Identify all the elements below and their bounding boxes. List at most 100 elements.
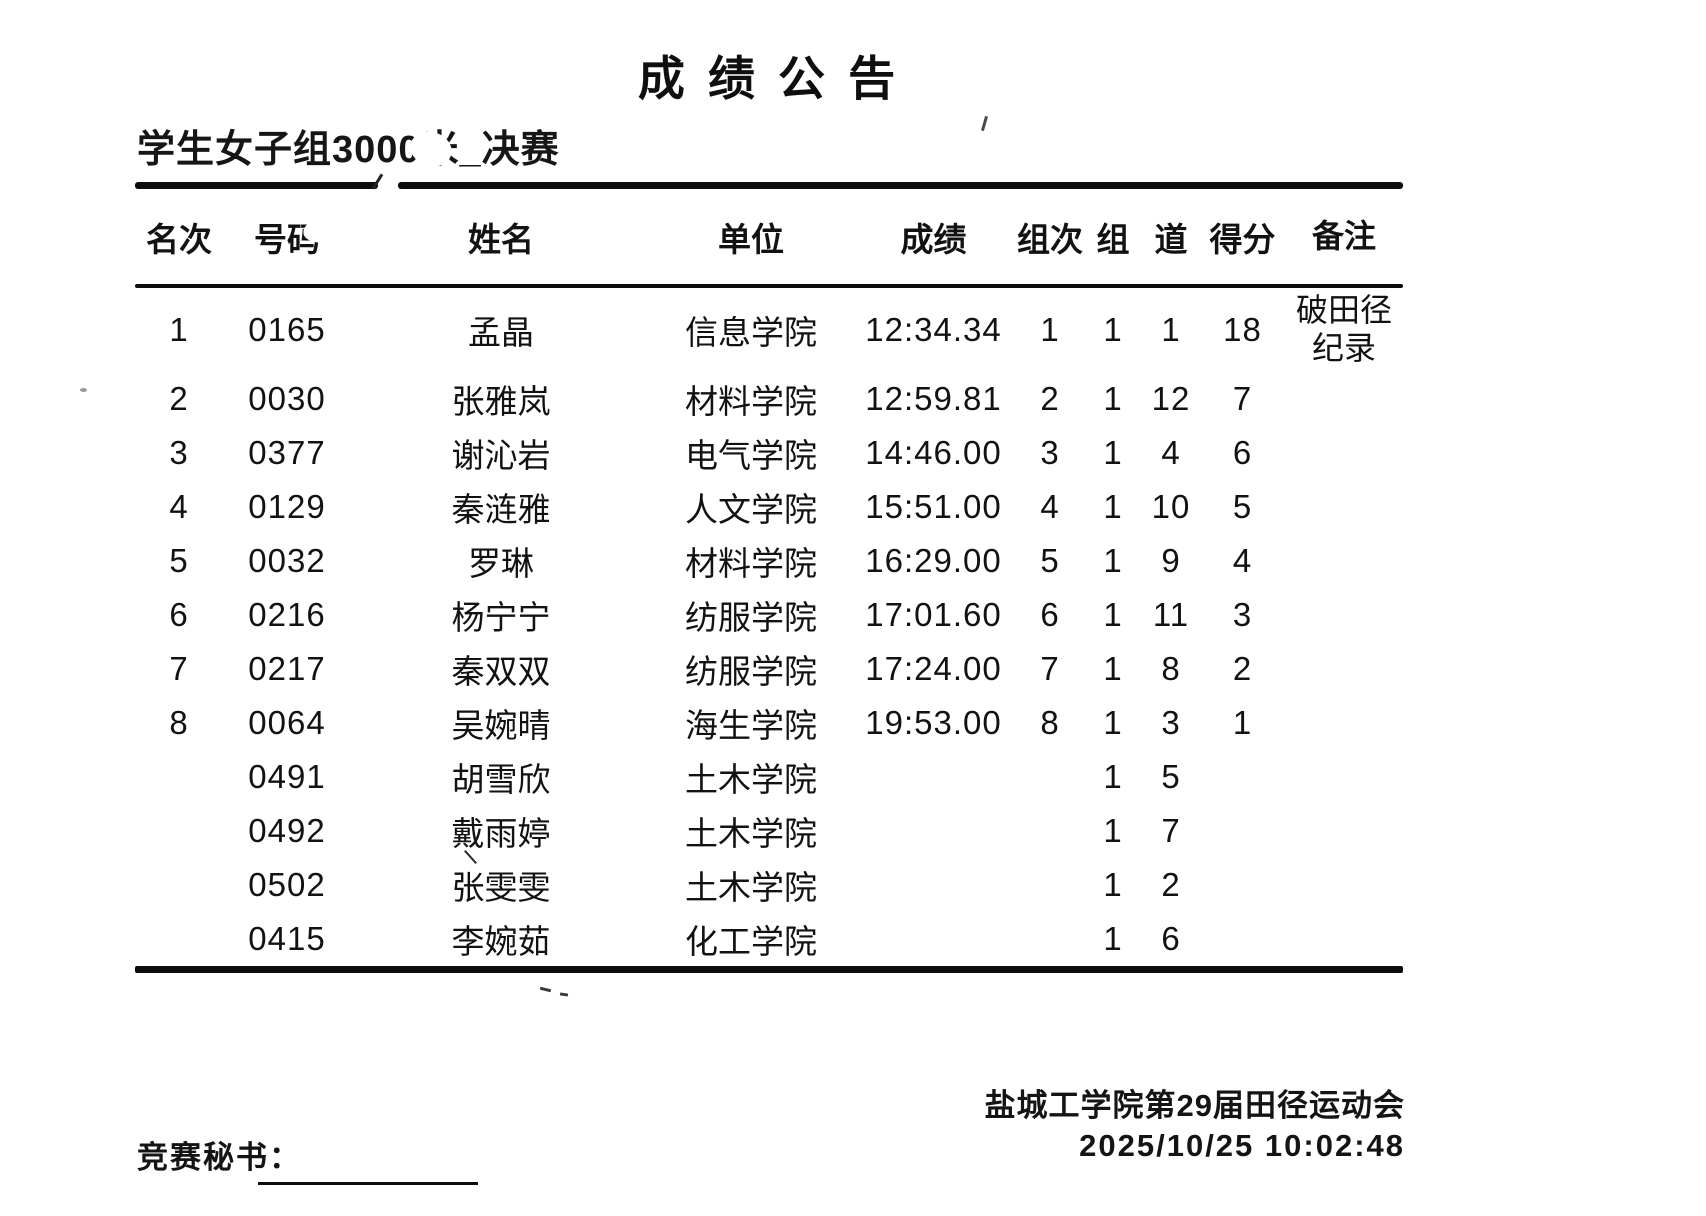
table-row: 1 0165 孟晶 信息学院 12:34.34 1 1 1 18 破田径纪录	[135, 288, 1403, 372]
cell-heat: 2	[1040, 380, 1060, 417]
cell-unit: 纺服学院	[685, 599, 817, 636]
cell-result: 15:51.00	[865, 488, 1002, 525]
cell-lane: 10	[1151, 488, 1191, 525]
table-row: 0502 张雯雯 土木学院 1 2	[135, 858, 1403, 912]
cell-lane: 5	[1161, 758, 1181, 795]
cell-unit: 材料学院	[685, 545, 817, 582]
cell-unit: 电气学院	[685, 437, 817, 474]
cell-group: 1	[1103, 380, 1123, 417]
cell-points: 5	[1232, 488, 1253, 525]
page-title: 成 绩 公 告	[637, 52, 901, 105]
header-remark: 备注	[1311, 217, 1376, 254]
scan-artifact	[980, 115, 989, 132]
cell-bib: 0492	[248, 812, 326, 849]
cell-bib: 0165	[248, 311, 326, 348]
scan-artifact	[539, 986, 552, 993]
cell-heat: 1	[1040, 311, 1060, 348]
cell-bib: 0377	[248, 434, 326, 471]
cell-unit: 土木学院	[685, 761, 817, 798]
cell-unit: 纺服学院	[685, 653, 817, 690]
header-unit: 单位	[718, 220, 784, 258]
secretary-label: 竞赛秘书：	[137, 1140, 302, 1175]
table-row: 4 0129 秦涟雅 人文学院 15:51.00 4 1 10 5	[135, 480, 1403, 534]
cell-name: 罗琳	[468, 545, 534, 582]
scan-artifact	[559, 992, 569, 997]
cell-rank: 4	[169, 488, 189, 525]
cell-group: 1	[1103, 704, 1123, 741]
rule-segment	[135, 182, 378, 189]
table-top-rule	[135, 182, 1403, 189]
table-row: 8 0064 吴婉晴 海生学院 19:53.00 8 1 3 1	[135, 696, 1403, 750]
cell-group: 1	[1103, 434, 1123, 471]
table-body: 1 0165 孟晶 信息学院 12:34.34 1 1 1 18 破田径纪录 2…	[135, 288, 1403, 966]
header-divider-rule	[135, 284, 1403, 288]
table-row: 0491 胡雪欣 土木学院 1 5	[135, 750, 1403, 804]
cell-points: 3	[1232, 596, 1253, 633]
results-table: 名次 号码 姓名 单位 成绩 组次 组 道 得分 备注 1 0165 孟晶 信息…	[135, 182, 1403, 973]
cell-result: 14:46.00	[865, 434, 1002, 471]
cell-unit: 化工学院	[685, 923, 817, 960]
cell-name: 秦涟雅	[451, 491, 551, 528]
cell-group: 1	[1103, 650, 1123, 687]
cell-result: 16:29.00	[865, 542, 1002, 579]
cell-group: 1	[1103, 812, 1123, 849]
cell-result: 12:34.34	[865, 311, 1002, 348]
cell-rank: 1	[169, 311, 189, 348]
print-timestamp: 2025/10/25 10:02:48	[1079, 1128, 1405, 1163]
cell-bib: 0491	[248, 758, 326, 795]
cell-result: 19:53.00	[865, 704, 1002, 741]
header-result: 成绩	[900, 220, 967, 258]
secretary-signature-line	[258, 1182, 478, 1185]
cell-name: 胡雪欣	[451, 761, 551, 798]
scan-artifact	[80, 388, 87, 392]
cell-heat: 7	[1040, 650, 1060, 687]
cell-lane: 9	[1161, 542, 1181, 579]
cell-points: 1	[1232, 704, 1253, 741]
cell-name: 张雯雯	[451, 869, 551, 906]
cell-bib: 0216	[248, 596, 326, 633]
cell-name: 孟晶	[468, 314, 534, 351]
cell-lane: 2	[1161, 866, 1181, 903]
cell-bib: 0032	[248, 542, 326, 579]
cell-lane: 11	[1152, 596, 1190, 633]
meet-name: 盐城工学院第29届田径运动会	[984, 1088, 1405, 1123]
header-rank: 名次	[146, 220, 212, 258]
cell-rank: 6	[169, 596, 189, 633]
cell-unit: 人文学院	[685, 491, 817, 528]
cell-rank: 2	[169, 380, 189, 417]
cell-points: 18	[1223, 311, 1262, 348]
table-row: 5 0032 罗琳 材料学院 16:29.00 5 1 9 4	[135, 534, 1403, 588]
header-points: 得分	[1209, 220, 1276, 258]
table-row: 0492 戴雨婷 土木学院 1 7	[135, 804, 1403, 858]
table-row: 3 0377 谢沁岩 电气学院 14:46.00 3 1 4 6	[135, 426, 1403, 480]
cell-lane: 4	[1161, 434, 1181, 471]
rule-segment	[398, 182, 1403, 189]
cell-lane: 12	[1151, 380, 1191, 417]
cell-group: 1	[1103, 311, 1123, 348]
cell-rank: 8	[169, 704, 189, 741]
cell-rank: 5	[169, 542, 189, 579]
cell-name: 李婉茹	[451, 923, 551, 960]
cell-group: 1	[1103, 596, 1123, 633]
cell-name: 谢沁岩	[451, 437, 551, 474]
cell-unit: 海生学院	[685, 707, 817, 744]
cell-name: 杨宁宁	[451, 599, 551, 636]
cell-unit: 材料学院	[685, 383, 817, 420]
table-row: 7 0217 秦双双 纺服学院 17:24.00 7 1 8 2	[135, 642, 1403, 696]
cell-bib: 0502	[248, 866, 326, 903]
cell-bib: 0415	[248, 920, 326, 957]
cell-result: 17:01.60	[865, 596, 1002, 633]
cell-bib: 0030	[248, 380, 326, 417]
table-bottom-rule	[135, 966, 1403, 973]
cell-rank: 7	[169, 650, 189, 687]
cell-rank: 3	[169, 434, 189, 471]
cell-group: 1	[1103, 866, 1123, 903]
header-heat: 组次	[1017, 220, 1083, 258]
cell-result: 12:59.81	[865, 380, 1002, 417]
header-lane: 道	[1154, 220, 1188, 258]
cell-bib: 0064	[248, 704, 326, 741]
cell-group: 1	[1103, 542, 1123, 579]
table-row: 6 0216 杨宁宁 纺服学院 17:01.60 6 1 11 3	[135, 588, 1403, 642]
cell-points: 2	[1232, 650, 1253, 687]
